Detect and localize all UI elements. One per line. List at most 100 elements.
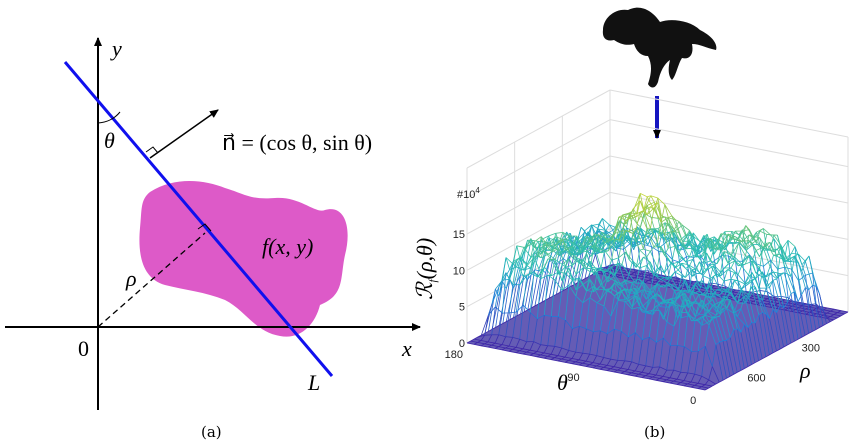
mesh-line — [647, 205, 652, 218]
mesh-line — [733, 313, 742, 333]
mesh-line — [563, 288, 568, 291]
mesh-line — [809, 306, 817, 309]
normal-label: n⃗ = (cos θ, sin θ) — [222, 130, 372, 155]
mesh-line — [737, 308, 742, 317]
mesh-line — [666, 298, 671, 303]
mesh-line — [585, 297, 591, 329]
mesh-line — [706, 278, 711, 290]
mesh-line — [596, 355, 604, 358]
mesh-line — [798, 253, 803, 265]
mesh-line — [633, 243, 641, 248]
mesh-line — [691, 381, 699, 384]
mesh-line — [712, 289, 718, 298]
mesh-line — [783, 259, 792, 277]
rho-tick-label: 300 — [802, 343, 820, 355]
mesh-line — [740, 324, 745, 333]
z-tick-label: 10 — [453, 265, 465, 277]
mesh-line — [754, 360, 759, 364]
mesh-line — [755, 240, 764, 249]
mesh-line — [639, 210, 644, 213]
mesh-line — [726, 340, 734, 375]
mesh-line — [765, 354, 770, 358]
mesh-line — [534, 269, 539, 272]
mesh-line — [697, 388, 706, 391]
mesh-line — [636, 200, 641, 217]
mesh-line — [582, 297, 591, 304]
theta-label: θ — [557, 370, 568, 395]
mesh-line — [752, 240, 757, 244]
mesh-line — [595, 254, 600, 269]
mesh-line — [698, 293, 706, 297]
mesh-line — [614, 282, 619, 300]
mesh-line — [480, 315, 489, 336]
mesh-line — [587, 225, 593, 241]
mesh-line — [702, 285, 710, 296]
mesh-line — [643, 228, 648, 250]
mesh-line — [745, 255, 753, 261]
mesh-line — [536, 278, 542, 319]
mesh-line — [597, 248, 605, 251]
mesh-line — [804, 333, 809, 336]
mesh-line — [715, 301, 721, 316]
mesh-line — [551, 249, 560, 256]
mesh-line — [665, 240, 670, 244]
mesh-line — [624, 360, 632, 363]
mesh-line — [700, 237, 705, 253]
mesh-line — [681, 243, 687, 250]
mesh-line — [712, 305, 717, 309]
mesh-line — [617, 290, 622, 294]
mesh-line — [745, 225, 750, 230]
mesh-line — [473, 336, 478, 340]
mesh-line — [701, 316, 710, 326]
mesh-line — [710, 238, 715, 249]
mesh-line — [801, 287, 806, 295]
mesh-line — [667, 231, 672, 249]
mesh-line — [674, 271, 682, 277]
mesh-line — [791, 261, 799, 263]
mesh-line — [677, 305, 685, 307]
mesh-line — [520, 274, 525, 276]
mesh-line — [748, 234, 753, 237]
mesh-line — [726, 291, 731, 299]
mesh-line — [526, 351, 534, 354]
mesh-line — [694, 384, 702, 388]
mesh-line — [536, 356, 545, 359]
mesh-line — [641, 311, 647, 340]
mesh-line — [645, 365, 653, 368]
mesh-line — [703, 239, 708, 256]
mesh-line — [690, 283, 698, 286]
mesh-line — [708, 324, 717, 345]
mesh-line — [808, 289, 817, 330]
mesh-line — [646, 196, 655, 211]
mesh-line — [744, 279, 753, 285]
mesh-line — [611, 262, 619, 268]
mesh-line — [709, 292, 714, 303]
mesh-line — [580, 227, 585, 232]
mesh-line — [731, 239, 736, 256]
mesh-line — [701, 375, 709, 381]
mesh-line — [494, 348, 503, 351]
mesh-line — [674, 246, 683, 258]
mesh-line — [773, 278, 777, 281]
mesh-line — [709, 299, 714, 303]
mesh-line — [635, 332, 643, 341]
mesh-line — [698, 382, 706, 386]
mesh-line — [694, 351, 699, 375]
mesh-line — [740, 289, 746, 304]
mesh-line — [653, 246, 661, 248]
mesh-line — [758, 297, 767, 315]
mesh-line — [540, 244, 546, 258]
mesh-line — [572, 280, 577, 291]
mesh-line — [673, 380, 681, 383]
mesh-line — [729, 329, 735, 338]
mesh-line — [516, 275, 525, 316]
mesh-line — [630, 272, 635, 275]
mesh-line — [623, 249, 628, 269]
mesh-line — [645, 309, 653, 313]
mesh-line — [730, 280, 735, 295]
mesh-line — [715, 341, 720, 345]
mesh-line — [505, 261, 514, 289]
mesh-line — [727, 267, 732, 271]
mesh-line — [596, 330, 601, 356]
mesh-line — [738, 243, 746, 256]
